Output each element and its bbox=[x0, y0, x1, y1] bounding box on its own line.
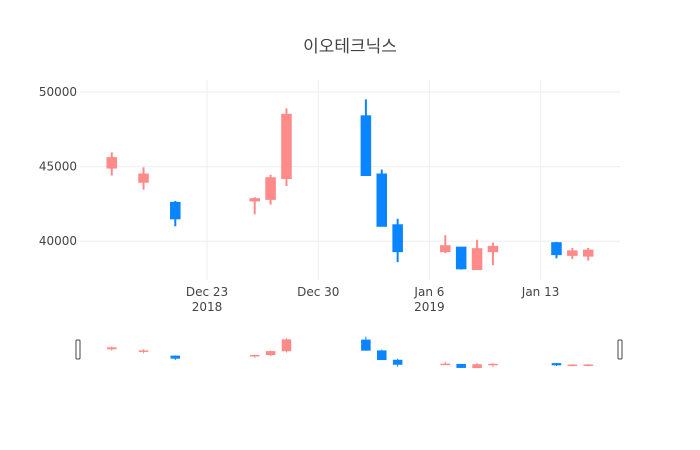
slider-candle-body bbox=[392, 359, 403, 365]
x-tick-label: Jan 6 bbox=[413, 285, 444, 299]
chart-title: 이오테크닉스 bbox=[303, 37, 397, 57]
slider-candle bbox=[551, 362, 562, 366]
candle-body bbox=[106, 157, 118, 169]
slider-candle bbox=[170, 355, 181, 361]
slider-candle bbox=[567, 364, 578, 367]
slider-handle-right[interactable] bbox=[617, 339, 623, 360]
slider-candle-body bbox=[361, 339, 371, 351]
slider-candle-body bbox=[170, 355, 181, 359]
slider-candle bbox=[281, 338, 292, 353]
candle-decreasing bbox=[360, 99, 372, 177]
grid-lines bbox=[80, 80, 620, 280]
slider-candle-body bbox=[551, 363, 562, 366]
x-tick-year-label: 2018 bbox=[192, 300, 223, 314]
candle-decreasing bbox=[551, 241, 562, 259]
y-tick-label: 40000 bbox=[39, 234, 77, 248]
slider-candle bbox=[265, 350, 276, 357]
slider-candle bbox=[456, 363, 466, 369]
slider-candle-body bbox=[456, 363, 466, 368]
x-tick-label: Dec 23 bbox=[186, 285, 228, 299]
slider-candle bbox=[440, 361, 451, 366]
candle-body bbox=[440, 245, 451, 253]
slider-candle-body bbox=[107, 347, 117, 350]
candle-decreasing bbox=[376, 169, 388, 227]
candle-body bbox=[487, 245, 499, 253]
slider-handle-left[interactable] bbox=[75, 339, 81, 360]
candle-body bbox=[265, 177, 276, 200]
candles bbox=[106, 99, 594, 271]
candle-increasing bbox=[281, 108, 292, 186]
x-tick-label: Dec 30 bbox=[297, 285, 339, 299]
range-slider bbox=[75, 336, 623, 369]
candle-body bbox=[360, 115, 372, 177]
slider-candle-body bbox=[488, 363, 498, 366]
candle-decreasing bbox=[392, 218, 403, 263]
y-tick-label: 50000 bbox=[39, 85, 77, 99]
candle-increasing bbox=[440, 235, 451, 254]
slider-candle bbox=[249, 354, 260, 358]
candle-body bbox=[138, 173, 149, 183]
candle-increasing bbox=[567, 247, 578, 260]
slider-candle-body bbox=[138, 350, 149, 352]
candle-body bbox=[455, 246, 467, 270]
slider-candle-body bbox=[472, 364, 482, 369]
slider-candle-body bbox=[583, 364, 593, 366]
candle-body bbox=[281, 113, 292, 180]
candle-body bbox=[392, 224, 403, 253]
slider-candle bbox=[138, 349, 149, 354]
candle-body bbox=[376, 173, 388, 227]
candle-body bbox=[551, 242, 562, 256]
x-tick-label: Jan 13 bbox=[521, 285, 560, 299]
slider-candle-body bbox=[377, 350, 387, 361]
candle-increasing bbox=[265, 174, 276, 205]
x-tick-year-label: 2019 bbox=[414, 300, 445, 314]
candle-body bbox=[170, 201, 181, 220]
slider-candle bbox=[392, 358, 403, 367]
slider-candle-body bbox=[265, 351, 276, 356]
candle-body bbox=[582, 249, 594, 257]
slider-candle-body bbox=[440, 363, 451, 366]
slider-candle-body bbox=[281, 339, 292, 352]
candle-increasing bbox=[582, 247, 594, 261]
slider-candle-body bbox=[249, 354, 260, 357]
candle-increasing bbox=[106, 152, 118, 176]
y-axis: 40000 45000 50000 bbox=[39, 85, 77, 248]
slider-candle bbox=[107, 346, 117, 351]
candle-increasing bbox=[138, 167, 149, 190]
y-tick-label: 45000 bbox=[39, 160, 77, 174]
candle-increasing bbox=[471, 239, 483, 271]
slider-candle bbox=[361, 336, 371, 351]
slider-candle-body bbox=[567, 364, 578, 367]
slider-candle bbox=[488, 363, 498, 368]
candle-increasing bbox=[249, 197, 260, 215]
candle-increasing bbox=[487, 242, 499, 266]
candle-body bbox=[249, 198, 260, 202]
slider-candle bbox=[472, 362, 482, 369]
candle-body bbox=[471, 248, 483, 271]
candle-decreasing bbox=[455, 246, 467, 270]
slider-candle bbox=[583, 364, 593, 367]
slider-candle bbox=[377, 349, 387, 361]
candle-decreasing bbox=[170, 200, 181, 227]
candle-body bbox=[567, 250, 578, 256]
